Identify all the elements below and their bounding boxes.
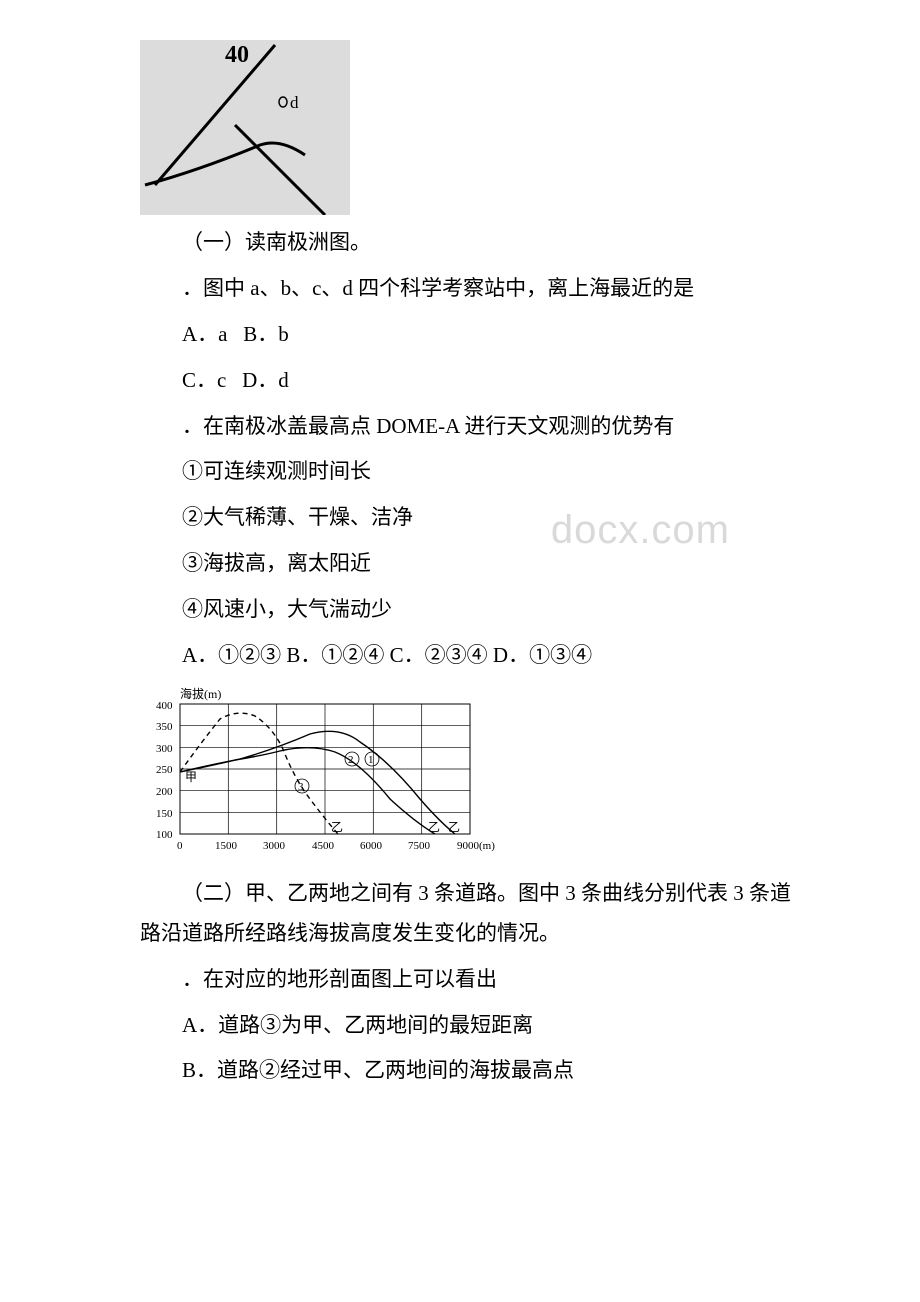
q3-optA: A．道路③为甲、乙两地间的最短距离 xyxy=(140,1006,810,1046)
q1-options-cd: C．c D．d xyxy=(140,361,810,401)
antarctic-image: 40 d xyxy=(140,40,810,215)
q2-options: A．①②③ B．①②④ C．②③④ D．①③④ xyxy=(140,636,810,676)
q1-text: ．图中 a、b、c、d 四个科学考察站中，离上海最近的是 xyxy=(140,269,810,309)
q3-text: ．在对应的地形剖面图上可以看出 xyxy=(140,960,810,1000)
q1-header: （一）读南极洲图。 xyxy=(140,223,810,263)
svg-text:150: 150 xyxy=(156,808,173,820)
label-yi-1: 乙 xyxy=(331,820,343,834)
svg-text:200: 200 xyxy=(156,786,173,798)
svg-text:7500: 7500 xyxy=(408,840,431,852)
svg-text:3000: 3000 xyxy=(263,840,286,852)
svg-text:250: 250 xyxy=(156,764,173,776)
svg-text:1500: 1500 xyxy=(215,840,238,852)
svg-text:4500: 4500 xyxy=(312,840,335,852)
q2-c1: ①可连续观测时间长 xyxy=(140,452,810,492)
q2-c2: ②大气稀薄、干燥、洁净 xyxy=(182,505,413,529)
label-40: 40 xyxy=(225,42,249,68)
svg-text:2: 2 xyxy=(348,754,354,766)
label-jia: 甲 xyxy=(185,770,197,784)
elevation-chart: 海拔(m) 甲 1 2 xyxy=(140,684,810,864)
svg-text:9000(m): 9000(m) xyxy=(457,840,495,852)
svg-text:350: 350 xyxy=(156,721,173,733)
chart-title: 海拔(m) xyxy=(180,686,221,701)
q1-optD: D．d xyxy=(242,368,289,392)
svg-text:400: 400 xyxy=(156,700,173,712)
q1-optB: B．b xyxy=(243,322,289,346)
svg-text:3: 3 xyxy=(298,781,304,793)
q3-header: （二）甲、乙两地之间有 3 条道路。图中 3 条曲线分别代表 3 条道路沿道路所… xyxy=(140,874,810,954)
q1-optC: C．c xyxy=(182,368,226,392)
q1-optA: A．a xyxy=(182,322,228,346)
q2-c3: ③海拔高，离太阳近 xyxy=(140,544,810,584)
q2-c2-line: ②大气稀薄、干燥、洁净 docx.com xyxy=(140,498,810,538)
q2-text: ．在南极冰盖最高点 DOME-A 进行天文观测的优势有 xyxy=(140,407,810,447)
svg-text:0: 0 xyxy=(177,840,183,852)
q3-optB: B．道路②经过甲、乙两地间的海拔最高点 xyxy=(140,1051,810,1091)
svg-text:1: 1 xyxy=(368,754,374,766)
svg-text:100: 100 xyxy=(156,829,173,841)
q2-c4: ④风速小，大气湍动少 xyxy=(140,590,810,630)
svg-text:6000: 6000 xyxy=(360,840,383,852)
label-yi-2: 乙 xyxy=(428,820,440,834)
label-yi-3: 乙 xyxy=(448,820,460,834)
svg-text:300: 300 xyxy=(156,743,173,755)
label-d: d xyxy=(290,93,299,112)
q1-options-ab: A．a B．b xyxy=(140,315,810,355)
